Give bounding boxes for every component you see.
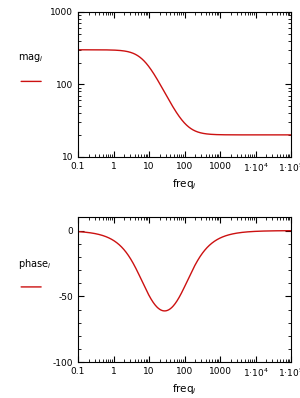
X-axis label: freq$_i$: freq$_i$ — [172, 382, 197, 396]
Text: $\mathrm{mag}_i$: $\mathrm{mag}_i$ — [18, 52, 44, 64]
Text: $\mathrm{phase}_i$: $\mathrm{phase}_i$ — [18, 257, 52, 271]
X-axis label: freq$_i$: freq$_i$ — [172, 177, 197, 191]
